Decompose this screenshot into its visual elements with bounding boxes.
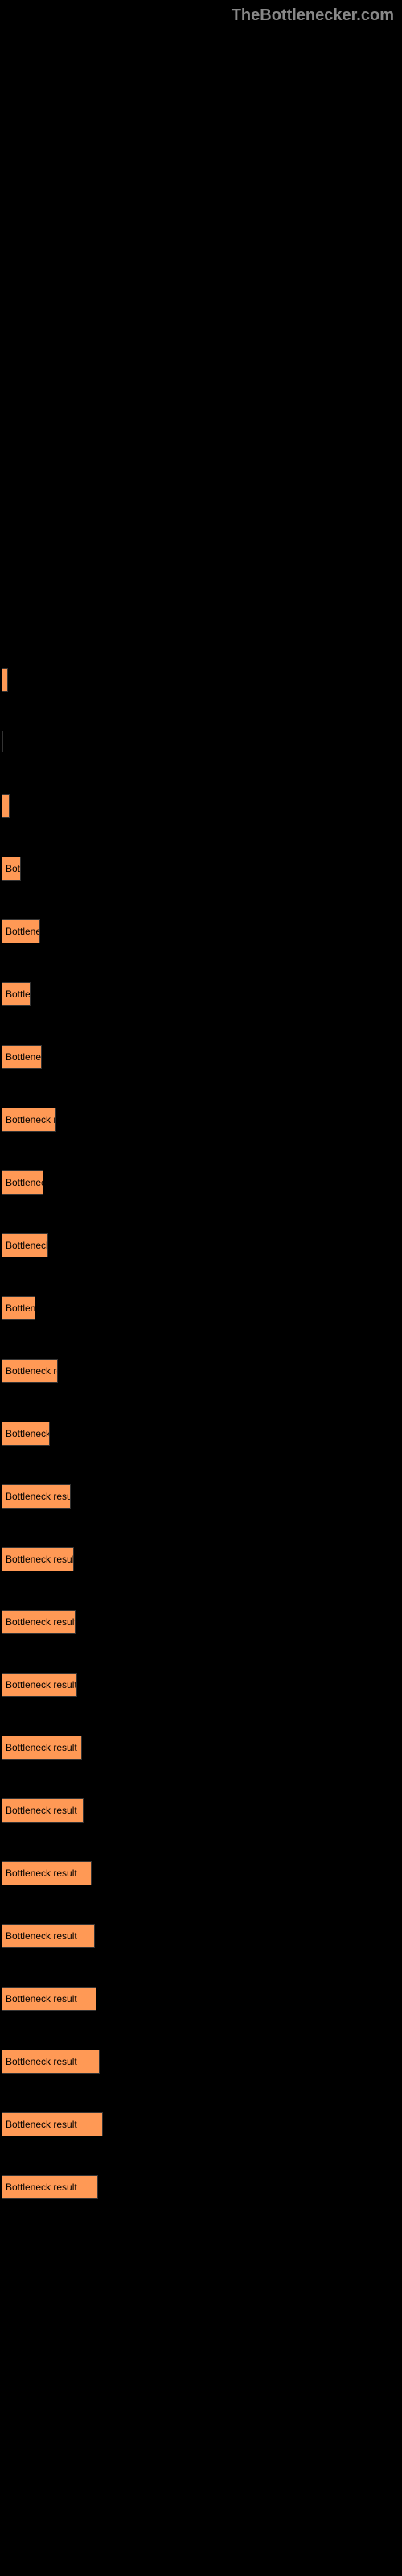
chart-bar: Bottleneck result [2,1673,77,1697]
bar-label: Bottlen [6,989,31,1000]
bar-row: Bottleneck resul [2,1359,402,1383]
chart-bar [2,668,8,692]
chart-bar: Bottleneck result [2,2112,103,2136]
chart-bar: Bottleneck resul [2,1359,58,1383]
bar-label: Bottle [6,863,21,874]
chart-bar: Bottleneck re [2,1233,48,1257]
bar-row: Bottleneck re [2,1422,402,1446]
chart-bar: Bottleneck re [2,1422,50,1446]
bar-chart: Bottle Bottleneck Bottlen Bottleneck r Bottl… [0,0,402,2199]
bar-label: Bottleneck r [6,1051,42,1063]
bar-row: Bottleneck result [2,1610,402,1634]
bar-row: Bottlen [2,982,402,1006]
bar-row [2,794,402,818]
bar-row: Bottleneck re [2,1233,402,1257]
bar-row: Bottleneck result [2,1673,402,1697]
chart-bar: Bottlen [2,982,31,1006]
chart-bar: Bottleneck result [2,1736,82,1760]
chart-bar: Bottleneck result [2,1610,76,1634]
bar-label: Bottleneck result [6,1930,77,1942]
bar-row: Bottleneck result [2,1798,402,1823]
bar-row [2,731,402,755]
bar-label: Bottleneck result [6,1491,71,1502]
bar-label: Bottleneck [6,926,40,937]
chart-bar: Bottleneck result [2,1861,92,1885]
bar-label: Bottleneck r [6,1177,43,1188]
bar-label: Bottleneck result [6,1868,77,1879]
bar-label: Bottlenec [6,1302,35,1314]
bar-label: Bottleneck resu [6,1114,56,1125]
chart-bar: Bottleneck result [2,2050,100,2074]
chart-bar: Bottleneck result [2,1924,95,1948]
bar-label: Bottleneck result [6,1616,76,1628]
bar-row: Bottleneck resu [2,1108,402,1132]
bar-label: Bottleneck re [6,1428,50,1439]
bar-row [2,668,402,692]
bar-row: Bottleneck [2,919,402,943]
chart-bar: Bottleneck result [2,1798,84,1823]
bar-label: Bottleneck result [6,2119,77,2130]
bar-row: Bottlenec [2,1296,402,1320]
chart-bar [2,794,10,818]
bar-label: Bottleneck result [6,2056,77,2067]
bar-row: Bottleneck r [2,1170,402,1195]
bar-row: Bottleneck result [2,2112,402,2136]
chart-bar: Bottleneck result [2,1987,96,2011]
bar-label: Bottleneck result [6,1554,74,1565]
watermark-text: TheBottlenecker.com [232,6,394,25]
chart-bar: Bottleneck result [2,1484,71,1509]
bar-label: Bottleneck result [6,1805,77,1816]
bar-label: Bottleneck result [6,1679,77,1690]
chart-bar: Bottle [2,857,21,881]
bar-row: Bottleneck r [2,1045,402,1069]
bar-row: Bottleneck result [2,2175,402,2199]
bar-label: Bottleneck result [6,1993,77,2004]
chart-bar: Bottleneck [2,919,40,943]
chart-bar: Bottleneck result [2,1547,74,1571]
chart-bar: Bottleneck r [2,1170,43,1195]
bar-row: Bottleneck result [2,1924,402,1948]
bar-label: Bottleneck re [6,1240,48,1251]
bar-row: Bottleneck result [2,1987,402,2011]
bar-row: Bottleneck result [2,1484,402,1509]
bar-row: Bottleneck result [2,1547,402,1571]
bar-label: Bottleneck result [6,2182,77,2193]
chart-bar: Bottleneck r [2,1045,42,1069]
bar-row: Bottleneck result [2,1861,402,1885]
bar-label: Bottleneck resul [6,1365,58,1377]
chart-bar: Bottleneck resu [2,1108,56,1132]
chart-bar: Bottlenec [2,1296,35,1320]
bar-row: Bottleneck result [2,2050,402,2074]
chart-bar: Bottleneck result [2,2175,98,2199]
bar-row: Bottleneck result [2,1736,402,1760]
bar-row: Bottle [2,857,402,881]
bar-label: Bottleneck result [6,1742,77,1753]
chart-bar [2,731,3,752]
